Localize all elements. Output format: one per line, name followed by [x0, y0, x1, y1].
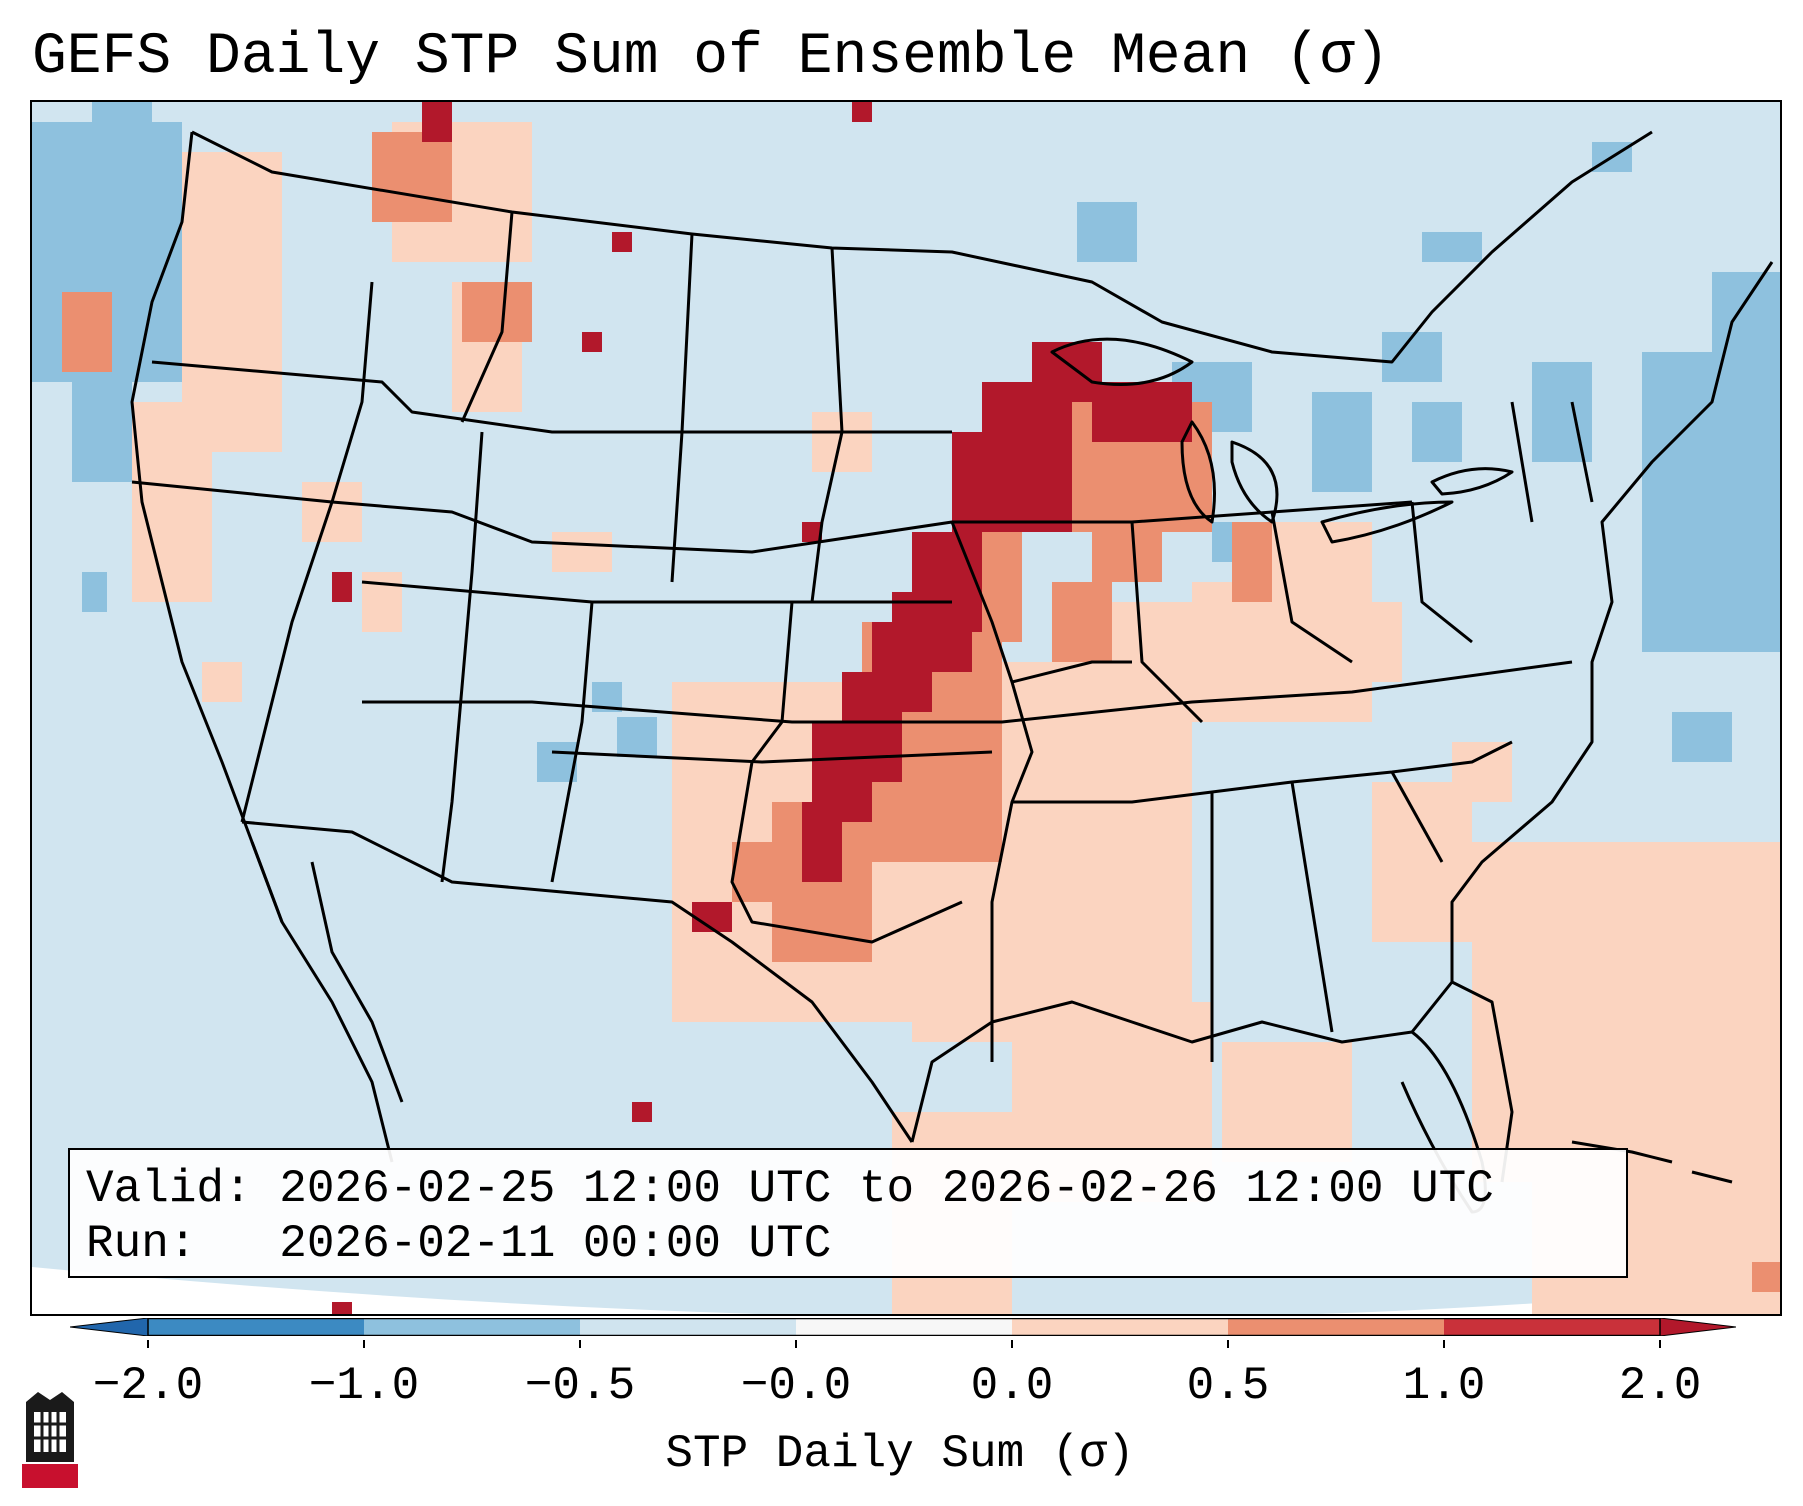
colorbar-extend-max — [1659, 1318, 1736, 1336]
colorbar-tick-label: 1.0 — [1402, 1360, 1486, 1412]
colorbar-segment — [364, 1318, 581, 1336]
colorbar-segment — [148, 1318, 365, 1336]
colorbar-tick-mark — [1659, 1340, 1661, 1348]
colorbar-segment — [796, 1318, 1013, 1336]
colorbar-segment — [1444, 1318, 1661, 1336]
colorbar-segment — [580, 1318, 797, 1336]
colorbar-tick-label: 0.0 — [970, 1360, 1054, 1412]
colorbar-tick-label: 0.5 — [1186, 1360, 1270, 1412]
map-panel — [30, 100, 1782, 1316]
figure-title: GEFS Daily STP Sum of Ensemble Mean (σ) — [32, 25, 1390, 90]
colorbar-tick-mark — [363, 1340, 365, 1348]
colorbar-tick-mark — [147, 1340, 149, 1348]
colorbar-tick-label: −0.5 — [524, 1360, 636, 1412]
valid-label: Valid: — [86, 1163, 252, 1215]
negative-anomaly-layer — [32, 102, 1780, 782]
colorbar-tick-label: −1.0 — [308, 1360, 420, 1412]
run-value: 2026-02-11 00:00 UTC — [279, 1218, 832, 1270]
niu-logo — [22, 1392, 78, 1488]
colorbar-tick-mark — [795, 1340, 797, 1348]
colorbar-extend-min — [70, 1318, 149, 1336]
colorbar-segment — [1012, 1318, 1229, 1336]
colorbar-label: STP Daily Sum (σ) — [665, 1428, 1135, 1480]
colorbar-tick-label: −2.0 — [92, 1360, 204, 1412]
colorbar-segment — [1228, 1318, 1445, 1336]
colorbar — [70, 1318, 1736, 1336]
strong-positive-anomaly-layer — [332, 102, 1192, 1314]
political-boundaries — [130, 130, 1774, 1214]
colorbar-tick-mark — [1443, 1340, 1445, 1348]
colorbar-tick-mark — [1011, 1340, 1013, 1348]
colorbar-tick-mark — [1227, 1340, 1229, 1348]
map-canvas — [32, 102, 1780, 1314]
colorbar-tick-label: 2.0 — [1618, 1360, 1702, 1412]
run-label: Run: — [86, 1218, 197, 1270]
colorbar-tick-mark — [579, 1340, 581, 1348]
valid-value: 2026-02-25 12:00 UTC to 2026-02-26 12:00… — [279, 1163, 1494, 1215]
colorbar-tick-label: −0.0 — [740, 1360, 852, 1412]
colorbar-segments — [148, 1318, 1661, 1336]
validity-info-box: Valid: 2026-02-25 12:00 UTC to 2026-02-2… — [68, 1148, 1628, 1278]
